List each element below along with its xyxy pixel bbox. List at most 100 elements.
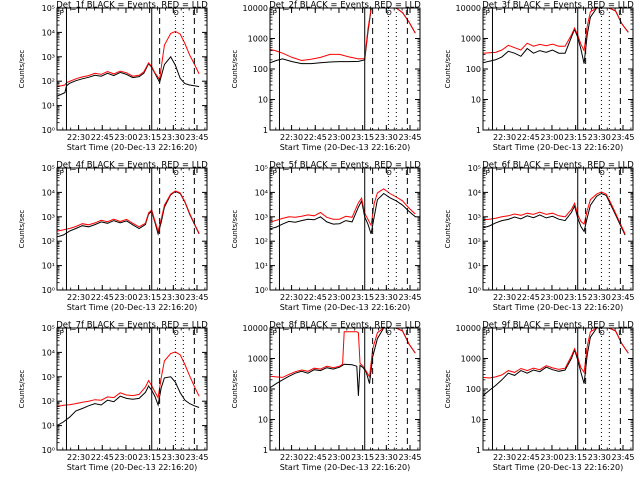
x-tick-label: 23:30 (375, 293, 398, 302)
x-tick-label: 22:30 (493, 453, 516, 462)
x-tick-label: 23:15 (564, 293, 587, 302)
x-tick-label: 23:15 (138, 293, 161, 302)
x-tick-label: 23:00 (540, 293, 563, 302)
panel-title: Det_4f BLACK = Events, RED = LLD (56, 161, 208, 171)
y-axis-label: Counts/sec (231, 370, 239, 409)
flag-label: O (599, 9, 605, 17)
x-tick-label: 23:00 (114, 293, 137, 302)
y-tick-label: 10¹ (42, 422, 55, 431)
y-tick-label: 10⁰ (468, 286, 481, 295)
y-tick-label: 10³ (255, 213, 268, 222)
y-tick-label: 10⁰ (42, 446, 55, 455)
y-tick-label: 10¹ (255, 262, 268, 271)
series-lld-line (57, 30, 200, 88)
series-lld-line (483, 328, 629, 379)
y-tick-label: 10000 (456, 4, 481, 13)
panel-det-6: P O L 10⁰ 10¹ 10² 10³ 10⁴ 10⁵ 22:30 22:45 23:00 23:1… (444, 161, 635, 313)
x-tick-label: 23:00 (540, 453, 563, 462)
y-tick-label: 10⁰ (255, 286, 268, 295)
flag-label: P (60, 9, 64, 17)
flag-label: L (618, 169, 622, 177)
panel-title: Det_5f BLACK = Events, RED = LLD (269, 161, 421, 171)
flag-label: O (599, 329, 605, 337)
panel-title: Det_1f BLACK = Events, RED = LLD (56, 1, 208, 11)
series-events-line (483, 192, 626, 236)
y-axis-label: Counts/sec (18, 50, 26, 89)
x-tick-label: 23:45 (611, 293, 634, 302)
x-tick-label: 23:30 (588, 293, 611, 302)
flag-label: P (273, 169, 277, 177)
y-axis-label: Counts/sec (18, 370, 26, 409)
x-tick-label: 22:30 (67, 453, 90, 462)
y-tick-label: 10⁴ (468, 188, 481, 197)
y-tick-label: 100 (466, 65, 481, 74)
series-lld-line (483, 191, 626, 235)
x-tick-label: 22:30 (280, 133, 303, 142)
x-axis-label: Start Time (20-Dec-13 22:16:20) (493, 143, 624, 152)
x-tick-label: 23:00 (540, 133, 563, 142)
plot-frame (56, 7, 208, 131)
x-tick-label: 23:30 (162, 453, 185, 462)
flag-label: L (192, 329, 196, 337)
x-tick-label: 23:00 (114, 133, 137, 142)
x-tick-label: 22:30 (67, 133, 90, 142)
y-tick-label: 10 (471, 416, 481, 425)
y-axis-label: Counts/sec (231, 210, 239, 249)
x-axis-label: Start Time (20-Dec-13 22:16:20) (493, 463, 624, 472)
flag-label: L (618, 329, 622, 337)
y-tick-label: 10⁴ (42, 188, 55, 197)
flag-label: O (386, 9, 392, 17)
panel-title: Det_2f BLACK = Events, RED = LLD (269, 1, 421, 11)
x-tick-label: 22:45 (91, 293, 114, 302)
y-tick-label: 10² (42, 397, 55, 406)
flag-label: L (405, 9, 409, 17)
x-tick-label: 23:15 (351, 293, 374, 302)
series-events-line (483, 8, 629, 64)
x-tick-label: 23:00 (327, 453, 350, 462)
x-tick-label: 23:30 (162, 133, 185, 142)
y-tick-label: 10¹ (42, 102, 55, 111)
y-tick-label: 10² (468, 237, 481, 246)
flag-label: P (486, 169, 490, 177)
series-events-line (270, 8, 416, 65)
x-tick-label: 23:15 (564, 133, 587, 142)
y-axis-label: Counts/sec (18, 210, 26, 249)
x-tick-label: 22:45 (517, 133, 540, 142)
series-lld-line (270, 8, 416, 62)
y-axis-label: Counts/sec (231, 50, 239, 89)
flag-label: P (486, 329, 490, 337)
flag-label: O (386, 169, 392, 177)
panel-det-5: P O L 10⁰ 10¹ 10² 10³ 10⁴ 10⁵ 22:30 22:45 23:00 23:1… (231, 161, 422, 313)
x-tick-label: 23:00 (327, 293, 350, 302)
series-events-line (483, 328, 629, 397)
flag-label: O (386, 329, 392, 337)
y-tick-label: 1000 (461, 355, 481, 364)
y-tick-label: 1000 (248, 35, 268, 44)
series-lld-line (57, 351, 200, 408)
series-lld-line (483, 8, 629, 54)
y-tick-label: 1000 (248, 355, 268, 364)
panel-det-1: P O L 10⁰ 10¹ 10² 10³ 10⁴ 10⁵ 22:30 22:45 23:00 23:1… (18, 1, 209, 153)
x-tick-label: 23:15 (138, 133, 161, 142)
x-tick-label: 23:45 (398, 133, 421, 142)
x-axis-label: Start Time (20-Dec-13 22:16:20) (67, 463, 198, 472)
series-lld-line (57, 190, 200, 234)
y-tick-label: 10² (42, 237, 55, 246)
x-tick-label: 22:45 (517, 453, 540, 462)
x-tick-label: 23:15 (351, 133, 374, 142)
y-tick-label: 10¹ (468, 262, 481, 271)
x-axis-label: Start Time (20-Dec-13 22:16:20) (280, 303, 411, 312)
flag-label: L (192, 169, 196, 177)
x-tick-label: 23:45 (398, 293, 421, 302)
x-tick-label: 23:15 (138, 453, 161, 462)
y-tick-label: 10⁵ (468, 164, 481, 173)
flag-label: P (273, 329, 277, 337)
x-tick-label: 23:15 (351, 453, 374, 462)
y-tick-label: 10 (471, 96, 481, 105)
y-tick-label: 10⁴ (42, 348, 55, 357)
y-tick-label: 100 (253, 385, 268, 394)
x-axis-label: Start Time (20-Dec-13 22:16:20) (280, 463, 411, 472)
panel-det-7: P O L 10⁰ 10¹ 10² 10³ 10⁴ 10⁵ 22:30 22:45 23:00 23:1… (18, 321, 209, 473)
